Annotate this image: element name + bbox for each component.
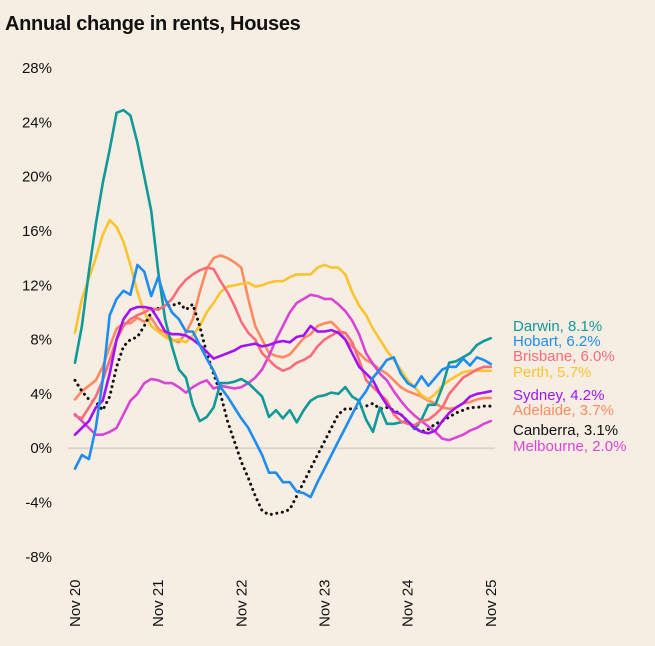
y-tick-label: 4% (30, 386, 52, 403)
x-axis: Nov 20 Nov 21 Nov 22 Nov 23 Nov 24 Nov 25 (67, 579, 500, 627)
x-tick-label: Nov 22 (233, 579, 250, 627)
legend-label-darwin: Darwin, 8.1% (513, 318, 602, 335)
x-tick-label: Nov 23 (316, 579, 333, 627)
y-tick-label: 28% (22, 60, 52, 77)
legend-label-adelaide: Adelaide, 3.7% (513, 402, 614, 419)
y-tick-label: 20% (22, 169, 52, 186)
x-tick-label: Nov 25 (483, 579, 500, 627)
series-line-hobart (73, 263, 493, 499)
series-line-perth (73, 218, 493, 401)
x-tick-label: Nov 21 (150, 579, 167, 627)
y-tick-label: 16% (22, 223, 52, 240)
chart-title: Annual change in rents, Houses (5, 13, 301, 35)
legend: Darwin, 8.1%Hobart, 6.2%Brisbane, 6.0%Pe… (513, 318, 626, 455)
series-line-darwin (73, 108, 493, 434)
series-line-brisbane (73, 266, 493, 427)
y-tick-label: 12% (22, 277, 52, 294)
x-tick-label: Nov 24 (400, 579, 417, 627)
y-tick-label: -4% (25, 495, 52, 512)
series-line-sydney (73, 305, 493, 436)
legend-label-sydney: Sydney, 4.2% (513, 387, 604, 404)
legend-label-melbourne: Melbourne, 2.0% (513, 438, 626, 455)
legend-label-perth: Perth, 5.7% (513, 364, 591, 381)
y-tick-label: 0% (30, 440, 52, 457)
y-tick-label: 8% (30, 332, 52, 349)
legend-label-brisbane: Brisbane, 6.0% (513, 348, 615, 365)
legend-label-hobart: Hobart, 6.2% (513, 333, 601, 350)
y-axis: 28% 24% 20% 16% 12% 8% 4% 0% -4% -8% (22, 60, 52, 566)
legend-label-canberra: Canberra, 3.1% (513, 422, 618, 439)
x-tick-label: Nov 20 (67, 579, 84, 627)
series-lines (73, 108, 493, 517)
y-tick-label: 24% (22, 114, 52, 131)
y-tick-label: -8% (25, 549, 52, 566)
series-line-canberra (73, 301, 493, 517)
